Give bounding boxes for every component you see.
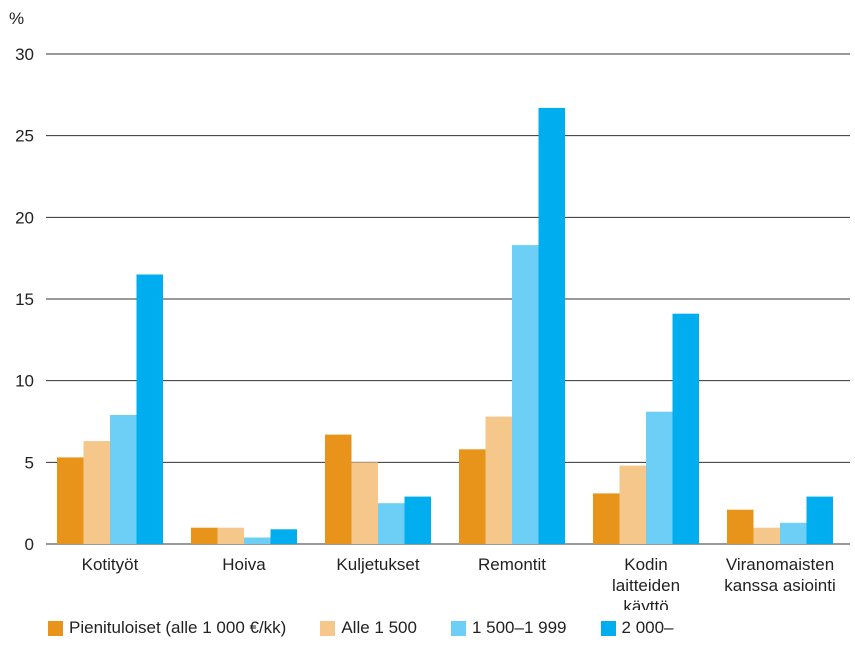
legend-swatch [600,620,616,636]
gridlines [46,53,850,545]
x-category-label-line: Viranomaisten [726,555,834,574]
x-category-label: Viranomaisten kanssa asiointi [724,555,836,595]
legend-swatch [320,620,336,636]
bar [244,537,271,544]
y-tick-label: 0 [25,535,34,554]
y-tick-label: 25 [15,127,34,146]
legend-item: Alle 1 500 [320,618,417,638]
bar [619,465,646,544]
bar [270,529,297,544]
legend-label: Pienituloiset (alle 1 000 €/kk) [69,618,287,637]
legend-label: 1 500–1 999 [471,618,567,637]
bar [512,245,539,544]
y-tick-label: 5 [25,453,34,472]
bar [672,313,699,544]
bar [538,107,565,545]
x-category-label: Kuljetukset [336,555,419,574]
x-category-label-line: Remontit [478,555,546,574]
bar [727,509,754,544]
bar [325,434,352,544]
bar [191,527,218,544]
bar [57,457,84,544]
legend-item: 1 500–1 999 [450,618,567,638]
y-tick-label: 10 [15,372,34,391]
y-unit-label: % [9,9,24,28]
legend-label: Alle 1 500 [341,618,417,637]
x-category-label: Remontit [478,555,546,574]
bar [83,441,110,544]
bar [485,416,512,544]
bar [378,503,405,544]
x-category-label-line: laitteiden [612,576,680,595]
x-category-label: Hoiva [222,555,266,574]
bar [753,527,780,544]
legend-swatch [450,620,466,636]
x-category-label-line: käyttö [623,597,668,610]
x-category-label-line: Kodin [624,555,667,574]
legend-label: 2 000– [621,618,674,637]
y-axis-ticks: 0 5 10 15 20 25 30 [15,45,34,554]
bar [459,449,486,544]
x-category-label-line: kanssa asiointi [724,576,836,595]
y-tick-label: 15 [15,290,34,309]
bar [646,411,673,544]
legend: Pienituloiset (alle 1 000 €/kk) Alle 1 50… [48,618,674,638]
legend-item: 2 000– [600,618,674,638]
x-category-label-line: Kuljetukset [336,555,419,574]
bar [351,462,378,544]
x-category-label: Kotityöt [82,555,139,574]
bar [806,496,833,544]
y-tick-label: 30 [15,45,34,64]
bar [780,522,807,544]
bars [57,107,833,545]
x-category-label: Kodin laitteiden käyttö [612,555,680,610]
x-axis-labels: Kotityöt Hoiva Kuljetukset Remontit Kodin lai… [82,555,836,610]
legend-item: Pienituloiset (alle 1 000 €/kk) [48,618,286,638]
bar [404,496,431,544]
bar [110,415,137,544]
bar [136,274,163,544]
y-tick-label: 20 [15,208,34,227]
x-category-label-line: Kotityöt [82,555,139,574]
bar [217,527,244,544]
x-category-label-line: Hoiva [222,555,266,574]
bar-chart: % 0 5 10 15 20 25 30 Kotityöt Hoiva Kuljetukset R… [9,9,850,610]
legend-swatch [48,620,63,636]
bar [593,493,620,544]
